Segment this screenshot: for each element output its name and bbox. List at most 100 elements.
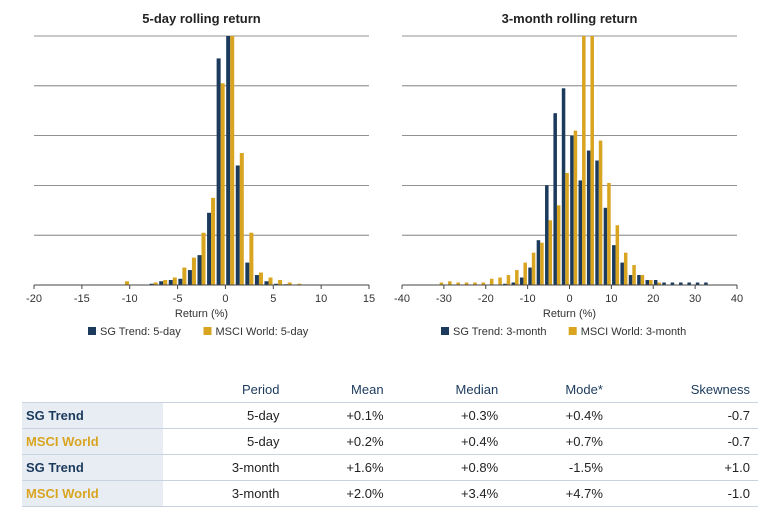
chart-3month-bar-msci	[448, 281, 452, 285]
chart-3month-bar-sg	[612, 245, 616, 285]
chart-5day-legend-swatch	[88, 327, 96, 335]
header-mean: Mean	[351, 381, 384, 397]
chart-3month-tick-label: 0	[566, 293, 572, 305]
chart-5day-legend-label: SG Trend: 5-day	[100, 326, 181, 338]
stats-table: Period Mean Median Mode* Skewness SG Tre…	[22, 378, 758, 507]
chart-3month-bar-msci	[473, 282, 477, 285]
row-mean: +0.1%	[287, 402, 392, 429]
chart-3month-bar-sg	[687, 282, 691, 285]
chart-3month-bar-sg	[536, 240, 541, 285]
chart-5day-bar-msci	[124, 281, 129, 285]
chart-3month-bar-sg	[545, 185, 549, 285]
chart-3month-xlabel: Return (%)	[543, 308, 596, 320]
chart-5day-bar-msci	[191, 257, 196, 285]
chart-5day-bar-msci	[258, 272, 263, 285]
chart-5day-bar-msci	[153, 282, 158, 285]
chart-3month-bar-sg	[595, 160, 599, 285]
row-median: +0.4%	[391, 428, 507, 455]
chart-5day-bar-sg	[274, 283, 279, 285]
row-period: 5-day	[163, 402, 288, 429]
chart-5day-bar-sg	[207, 212, 212, 285]
chart-3month-bar-sg	[511, 282, 516, 285]
chart-3month-bar-sg	[561, 88, 566, 285]
chart-3month-bar-msci	[540, 242, 544, 285]
chart-3month-bar-msci	[573, 130, 578, 285]
chart-5day-tick-label: -10	[122, 293, 138, 305]
chart-3month-bar-msci	[523, 262, 527, 285]
row-period: 3-month	[163, 454, 288, 481]
chart-3month-bar-msci	[489, 278, 494, 285]
chart-3month-bar-msci	[598, 140, 603, 285]
chart-5day-bar-sg	[159, 281, 164, 285]
chart-5day-xlabel: Return (%)	[175, 308, 228, 320]
chart-3month-bar-sg	[628, 275, 633, 285]
header-blank	[22, 378, 163, 403]
chart-3month-bar-sg	[603, 207, 608, 285]
row-period: 3-month	[163, 480, 288, 507]
row-mean: +1.6%	[287, 454, 392, 481]
chart-3month-bar-sg	[695, 282, 700, 285]
chart-5day-tick-label: -20	[26, 293, 42, 305]
row-skewness: +1.0	[610, 454, 758, 481]
chart-3month-bar-msci	[640, 275, 645, 285]
chart-3month: 3-month rolling return -40 -30 -20 -10 0 10 20 3…	[385, 0, 770, 360]
chart-5day-bar-sg	[216, 58, 221, 285]
stats-header-row: Period Mean Median Mode* Skewness	[22, 378, 758, 403]
chart-5day-bar-msci	[220, 83, 225, 285]
chart-3month-tick-label: 30	[689, 293, 701, 305]
table-row: MSCI World 3-month +2.0% +3.4% +4.7% -1.…	[22, 480, 758, 507]
chart-5day-bar-sg	[178, 278, 183, 285]
row-median: +0.8%	[391, 454, 507, 481]
chart-5day-bar-msci	[230, 36, 235, 285]
chart-3month-tick-label: -10	[520, 293, 536, 305]
chart-3month-bar-sg	[637, 275, 641, 285]
chart-5day-bar-msci	[268, 277, 273, 285]
chart-3month-tick-label: -40	[394, 293, 410, 305]
chart-5day-svg: 5-day rolling return -20 -15 -10 -5 0 5 10 15 Ret…	[26, 11, 375, 338]
row-skewness: -0.7	[610, 428, 758, 455]
chart-5day-legend-swatch	[203, 327, 212, 335]
chart-5day-title: 5-day rolling return	[142, 11, 261, 26]
chart-5day-bar-sg	[187, 270, 192, 285]
chart-3month-bar-sg	[662, 282, 666, 285]
chart-3month-bar-msci	[607, 182, 611, 285]
chart-5day-bar-sg	[149, 283, 154, 285]
chart-5day-bar-msci	[201, 232, 206, 285]
row-mode: -1.5%	[506, 454, 611, 481]
header-period: Period	[241, 381, 280, 397]
row-mean: +0.2%	[287, 428, 392, 455]
chart-3month-bar-sg	[704, 282, 708, 285]
table-row: SG Trend 5-day +0.1% +0.3% +0.4% -0.7	[22, 402, 758, 429]
chart-5day: 5-day rolling return -20 -15 -10 -5 0 5 10 15 Ret…	[0, 0, 385, 360]
header-mode: Mode*	[565, 381, 603, 397]
chart-5day-bar-sg	[226, 36, 231, 285]
chart-5day-tick-label: -15	[74, 293, 90, 305]
row-mode: +0.4%	[506, 402, 611, 429]
chart-3month-bar-msci	[464, 282, 469, 285]
chart-5day-tick-label: 5	[270, 293, 276, 305]
chart-3month-bar-sg	[670, 282, 675, 285]
row-name: SG Trend	[22, 402, 163, 429]
chart-3month-bar-msci	[548, 220, 553, 285]
row-name: SG Trend	[22, 454, 163, 481]
chart-3month-tick-label: -30	[436, 293, 452, 305]
chart-5day-tick-label: -5	[173, 293, 183, 305]
row-skewness: -1.0	[610, 480, 758, 507]
chart-3month-tick-label: 10	[605, 293, 617, 305]
chart-3month-bar-sg	[578, 180, 583, 285]
chart-5day-legend-label: MSCI World: 5-day	[216, 326, 309, 338]
chart-3month-bar-msci	[481, 282, 486, 285]
chart-3month-tick-label: 20	[647, 293, 659, 305]
chart-5day-bar-msci	[278, 280, 283, 285]
chart-3month-tick-label: 40	[731, 293, 743, 305]
chart-5day-tick-label: 15	[363, 293, 375, 305]
chart-5day-bar-msci	[287, 282, 292, 285]
chart-5day-bar-msci	[163, 280, 168, 285]
chart-3month-legend-swatch	[568, 327, 577, 335]
row-name: MSCI World	[22, 428, 163, 455]
chart-5day-tick-label: 0	[222, 293, 228, 305]
chart-3month-bar-sg	[528, 267, 532, 285]
chart-3month-bar-sg	[645, 280, 650, 285]
header-median: Median	[455, 381, 499, 397]
row-period: 5-day	[163, 428, 288, 455]
